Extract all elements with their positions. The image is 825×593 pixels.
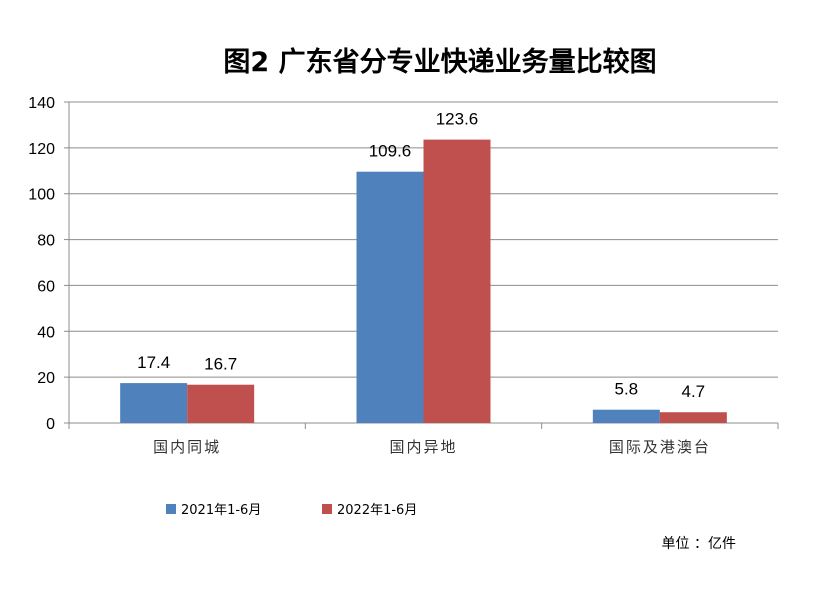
y-axis-ticks: 0 20 40 60 80 100 120 140 [28,95,69,433]
x-tick-label: 国内同城 [153,438,221,456]
unit-label: 单位 ：亿件 [662,536,736,552]
bar-1-2 [356,171,424,423]
legend-swatch [322,504,332,514]
y-tick-label: 20 [37,370,55,387]
data-label: 109.6 [369,142,412,161]
y-tick-label: 140 [28,95,55,112]
y-tick-label: 120 [28,141,55,158]
category-labels: 国内同城 国内异地 国际及港澳台 [153,438,711,456]
data-label: 17.4 [137,353,170,372]
legend-label: 2022年1-6月 [337,503,417,518]
bar-1-1 [120,383,188,423]
legend: 2021年1-6月 2022年1-6月 [166,503,417,518]
x-tick-label: 国际及港澳台 [609,438,711,456]
y-tick-label: 40 [37,324,55,341]
chart-title: 图2 广东省分专业快递业务量比较图 [223,46,656,78]
data-label: 4.7 [682,382,706,401]
bars [120,139,727,424]
legend-label: 2021年1-6月 [181,503,261,518]
data-label: 5.8 [615,380,639,399]
bar-1-3 [592,409,660,423]
bar-2-2 [423,139,491,424]
data-label: 123.6 [436,110,479,129]
y-tick-label: 60 [37,278,55,295]
data-labels: 17.4 16.7 109.6 123.6 5.8 4.7 [137,110,705,402]
y-tick-label: 0 [46,416,55,433]
bar-2-3 [659,412,727,423]
legend-swatch [166,504,176,514]
bar-2-1 [187,384,255,423]
y-tick-label: 100 [28,187,55,204]
y-tick-label: 80 [37,233,55,250]
x-tick-label: 国内异地 [389,438,457,456]
data-label: 16.7 [204,355,237,374]
